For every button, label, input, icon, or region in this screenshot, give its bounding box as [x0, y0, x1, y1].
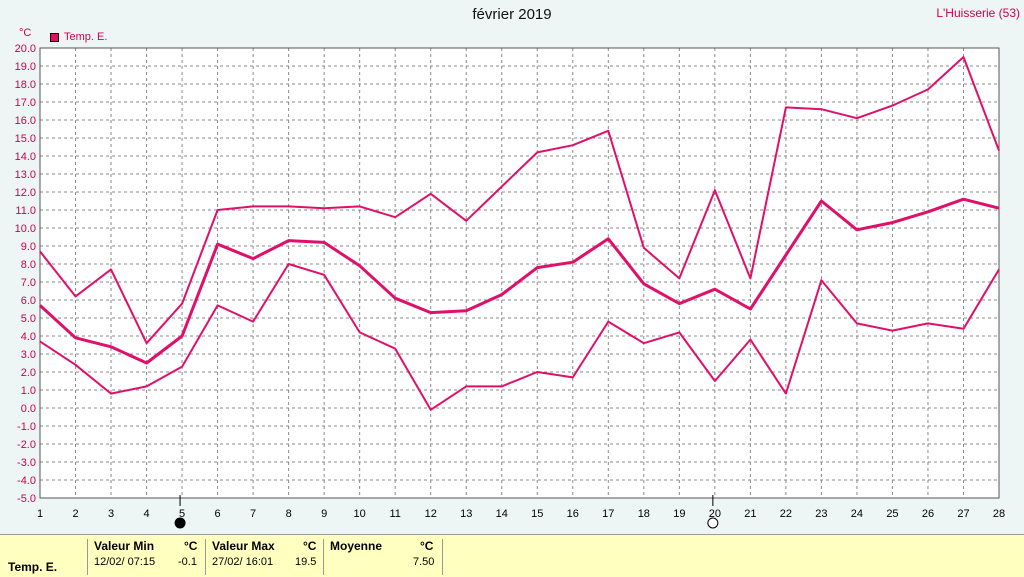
- series-line-mean: [38, 197, 1000, 365]
- min-box: [87, 539, 206, 575]
- x-tick-label: 2: [72, 508, 78, 520]
- series-line-min: [39, 263, 1000, 411]
- y-tick-label: 15.0: [15, 133, 36, 145]
- station-label: L'Huisserie (53): [936, 6, 1020, 20]
- x-tick-label: 18: [638, 508, 650, 520]
- y-tick-label: 18.0: [15, 79, 36, 91]
- x-tick-label: 5: [179, 508, 185, 520]
- y-tick-label: 7.0: [21, 277, 36, 289]
- x-tick-label: 11: [389, 508, 400, 520]
- y-tick-label: 19.0: [15, 61, 36, 73]
- y-tick-label: -3.0: [17, 457, 36, 469]
- mean-label: Moyenne: [330, 539, 383, 553]
- x-tick-label: 12: [425, 508, 437, 520]
- full-moon-icon: [707, 517, 719, 529]
- y-tick-label: 11.0: [15, 205, 36, 217]
- y-tick-label: 17.0: [15, 97, 36, 109]
- y-tick-label: 3.0: [21, 349, 36, 361]
- y-tick-label: -5.0: [17, 493, 36, 505]
- temperature-chart: -5.0 -4.0 -3.0 -2.0 -1.0 0.0 1.0 2.0 3.0 4.0 5.0 6.…: [15, 43, 1005, 529]
- max-unit: °C: [303, 539, 317, 553]
- y-tick-label: 0.0: [21, 403, 36, 415]
- x-tick-label: 4: [143, 508, 149, 520]
- x-tick-label: 28: [993, 508, 1005, 520]
- y-tick-label: 16.0: [15, 115, 36, 127]
- x-tick-label: 16: [567, 508, 579, 520]
- x-tick-label: 13: [460, 508, 472, 520]
- y-tick-label: -4.0: [17, 475, 36, 487]
- y-axis-unit: °C: [19, 27, 32, 39]
- y-tick-label: 13.0: [15, 169, 36, 181]
- y-tick-label: 9.0: [21, 241, 36, 253]
- new-moon-icon: [174, 517, 186, 529]
- y-tick-label: 20.0: [15, 43, 36, 55]
- x-tick-label: 17: [602, 508, 614, 520]
- y-tick-label: 6.0: [21, 295, 36, 307]
- x-tick-label: 3: [108, 508, 114, 520]
- footer-series-label: Temp. E.: [8, 560, 58, 574]
- x-tick-label: 15: [531, 508, 543, 520]
- legend: Temp. E.: [50, 31, 107, 43]
- min-unit: °C: [184, 539, 198, 553]
- x-tick-label: 23: [815, 508, 827, 520]
- chart-title: février 2019: [472, 6, 552, 23]
- x-tick-label: 8: [286, 508, 292, 520]
- y-tick-label: 1.0: [21, 385, 36, 397]
- mean-value: 7.50: [413, 556, 435, 568]
- x-tick-label: 26: [922, 508, 934, 520]
- legend-label: Temp. E.: [64, 31, 108, 43]
- min-label: Valeur Min: [94, 539, 155, 553]
- y-tick-label: 2.0: [21, 367, 36, 379]
- x-tick-label: 25: [886, 508, 898, 520]
- y-tick-label: 10.0: [15, 223, 36, 235]
- series-line-max: [39, 56, 1000, 345]
- legend-swatch: [50, 32, 59, 42]
- x-tick-label: 22: [780, 508, 792, 520]
- plot-area: [40, 48, 999, 498]
- mean-box: [323, 539, 443, 575]
- y-tick-label: 14.0: [15, 151, 36, 163]
- y-tick-label: -1.0: [17, 421, 36, 433]
- x-tick-label: 20: [709, 508, 721, 520]
- y-tick-label: 4.0: [21, 331, 36, 343]
- y-tick-label: -2.0: [17, 439, 36, 451]
- y-tick-label: 8.0: [21, 259, 36, 271]
- x-tick-label: 10: [354, 508, 366, 520]
- max-value: 19.5: [295, 556, 317, 568]
- min-datetime: 12/02/ 07:15: [94, 556, 156, 568]
- x-tick-label: 7: [250, 508, 256, 520]
- x-tick-label: 9: [321, 508, 327, 520]
- x-tick-label: 27: [957, 508, 969, 520]
- max-datetime: 27/02/ 16:01: [212, 556, 274, 568]
- x-tick-label: 21: [744, 508, 756, 520]
- x-tick-label: 14: [496, 508, 508, 520]
- y-tick-label: 12.0: [15, 187, 36, 199]
- x-tick-label: 19: [673, 508, 685, 520]
- x-tick-label: 1: [37, 508, 43, 520]
- x-tick-label: 24: [851, 508, 863, 520]
- summary-footer: Temp. E. Valeur Min °C 12/02/ 07:15 -0.1…: [0, 534, 1024, 577]
- y-tick-label: 5.0: [21, 313, 36, 325]
- x-tick-label: 6: [215, 508, 221, 520]
- max-label: Valeur Max: [212, 539, 275, 553]
- max-box: [205, 539, 324, 575]
- mean-unit: °C: [420, 539, 434, 553]
- plot-border: [39, 47, 1000, 499]
- min-value: -0.1: [178, 556, 197, 568]
